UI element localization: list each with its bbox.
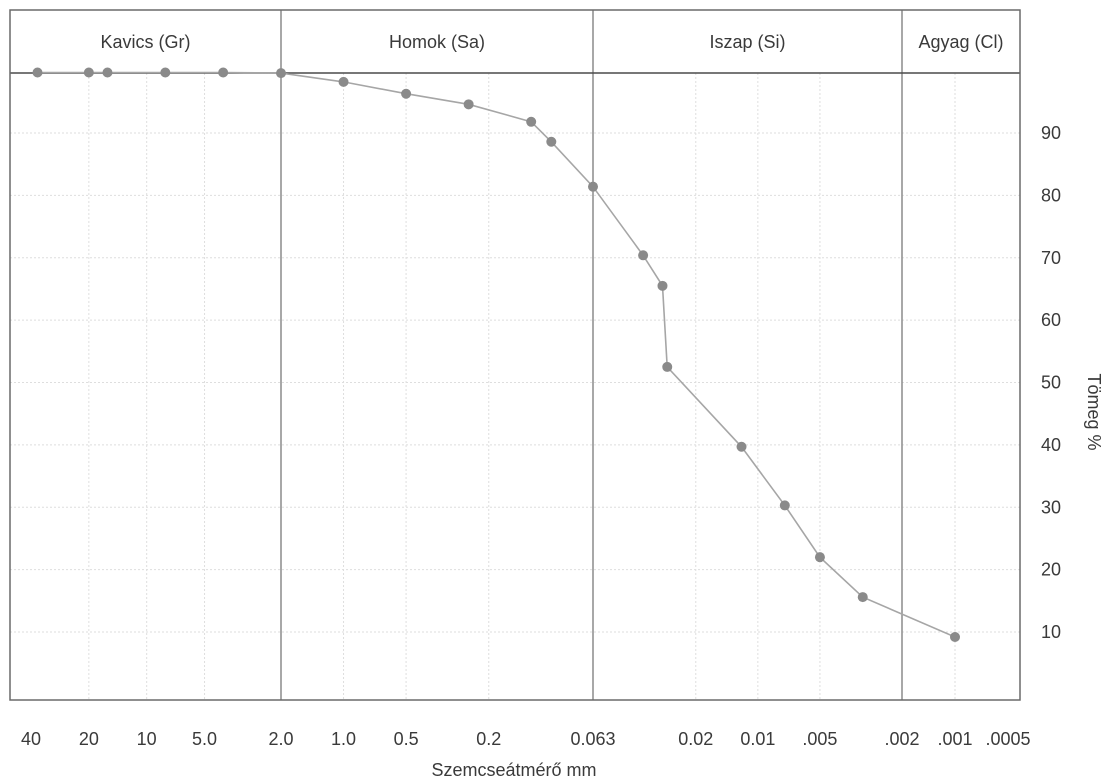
data-point (779, 500, 790, 511)
y-tick-label: 40 (1041, 435, 1061, 455)
y-axis-title: Tömeg % (1084, 373, 1104, 450)
x-tick-label: .001 (937, 729, 972, 749)
plot-frame (9, 9, 1021, 701)
data-point (950, 632, 960, 643)
zone-label: Kavics (Gr) (101, 32, 191, 52)
x-tick-label: 20 (79, 729, 99, 749)
data-point (338, 76, 349, 87)
y-tick-label: 10 (1041, 622, 1061, 642)
data-point (463, 99, 474, 110)
data-point (814, 552, 825, 563)
x-tick-label: 0.02 (678, 729, 713, 749)
zone-label: Agyag (Cl) (918, 32, 1003, 52)
x-tick-label: .005 (802, 729, 837, 749)
zone-labels: Kavics (Gr) Homok (Sa) Iszap (Si) Agyag (Cl… (101, 32, 1004, 52)
data-point (638, 250, 649, 261)
data-point (218, 67, 229, 78)
y-tick-label: 80 (1041, 185, 1061, 205)
data-point (662, 361, 673, 372)
y-tick-label: 90 (1041, 123, 1061, 143)
x-axis-title: Szemcseátmérő mm (431, 760, 596, 780)
data-point (401, 88, 412, 99)
y-tick-label: 50 (1041, 373, 1061, 393)
grid-lines (10, 73, 1020, 700)
x-tick-label: 10 (137, 729, 157, 749)
x-tick-label: .0005 (985, 729, 1030, 749)
x-tick-label: .002 (884, 729, 919, 749)
x-tick-label: 2.0 (268, 729, 293, 749)
zone-label: Iszap (Si) (709, 32, 785, 52)
data-point (736, 441, 747, 452)
data-point (588, 181, 598, 192)
data-point (857, 592, 868, 603)
x-tick-label: 0.01 (740, 729, 775, 749)
x-tick-label: 1.0 (331, 729, 356, 749)
x-tick-label: 0.2 (476, 729, 501, 749)
data-point (83, 67, 94, 78)
y-tick-label: 70 (1041, 248, 1061, 268)
series-line (37, 71, 956, 638)
x-tick-label: 40 (21, 729, 41, 749)
y-tick-label: 30 (1041, 497, 1061, 517)
x-tick-label: 5.0 (192, 729, 217, 749)
y-tick-label: 60 (1041, 310, 1061, 330)
data-point (276, 68, 286, 79)
data-series (32, 67, 960, 643)
data-point (546, 136, 557, 147)
zone-boundaries (280, 10, 903, 700)
y-tick-label: 20 (1041, 560, 1061, 580)
zone-label: Homok (Sa) (389, 32, 485, 52)
data-point (657, 280, 668, 291)
plot-background (10, 10, 1020, 700)
data-point (526, 116, 537, 127)
data-point (32, 67, 43, 78)
data-point (160, 67, 171, 78)
x-tick-label: 0.063 (570, 729, 615, 749)
data-point (102, 67, 113, 78)
x-tick-label: 0.5 (394, 729, 419, 749)
x-axis-ticks: 40 20 10 5.0 2.0 1.0 0.5 0.2 0.063 0.02 0.01 .005 .0… (21, 729, 1031, 749)
y-axis-ticks: 10 20 30 40 50 60 70 80 90 (1041, 123, 1061, 642)
